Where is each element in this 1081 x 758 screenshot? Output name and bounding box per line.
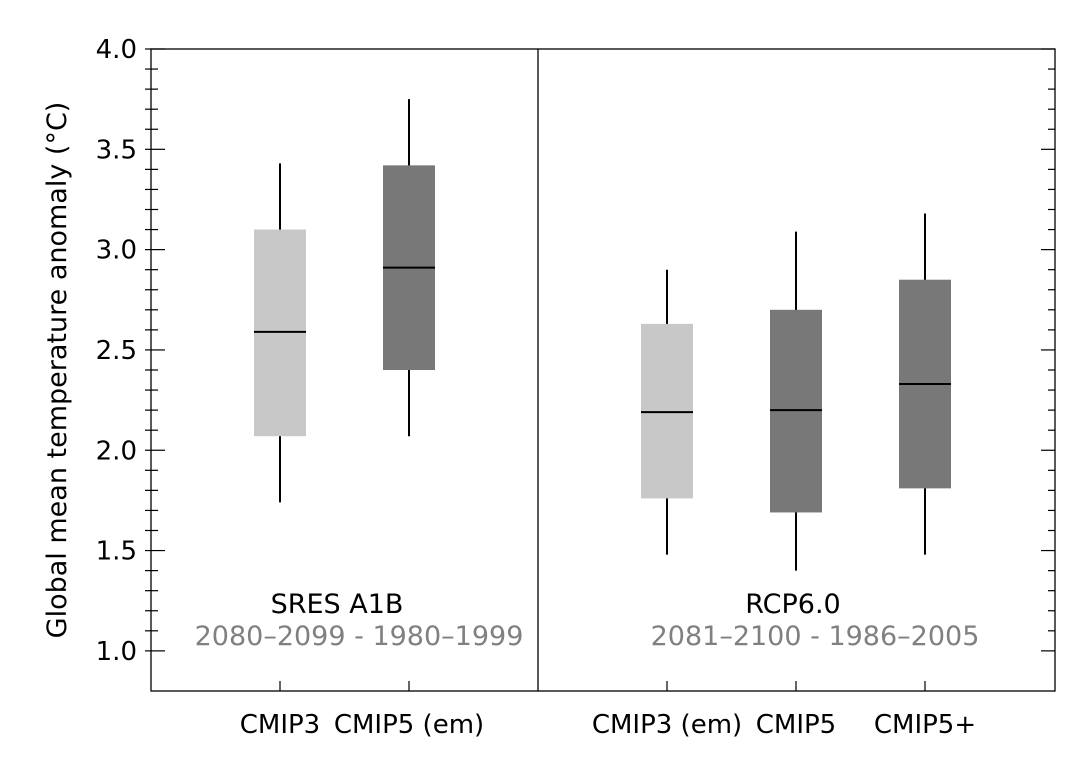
label-layer: Global mean temperature anomaly (°C) 1.0… bbox=[42, 35, 979, 740]
y-tick-label: 3.5 bbox=[96, 135, 137, 165]
y-axis-label: Global mean temperature anomaly (°C) bbox=[42, 102, 73, 639]
tick-layer bbox=[145, 48, 1055, 691]
x-category-label: CMIP5 bbox=[756, 710, 836, 740]
box-iqr bbox=[641, 323, 693, 499]
box-iqr bbox=[770, 309, 822, 513]
period-label: 2081–2100 - 1986–2005 bbox=[651, 621, 980, 652]
y-tick-label: 3.0 bbox=[96, 236, 137, 266]
y-tick-label: 1.0 bbox=[96, 637, 137, 667]
plot-frame bbox=[150, 48, 1056, 692]
x-category-label: CMIP3 (em) bbox=[592, 710, 742, 740]
x-category-label: CMIP3 bbox=[240, 710, 320, 740]
x-category-label: CMIP5+ bbox=[874, 710, 976, 740]
y-tick-label: 4.0 bbox=[96, 35, 137, 65]
y-tick-label: 2.0 bbox=[96, 436, 137, 466]
x-category-label: CMIP5 (em) bbox=[334, 710, 484, 740]
scenario-label: SRES A1B bbox=[271, 589, 404, 620]
y-tick-label: 1.5 bbox=[96, 537, 137, 567]
period-label: 2080–2099 - 1980–1999 bbox=[195, 621, 524, 652]
y-tick-label: 2.5 bbox=[96, 336, 137, 366]
box-iqr bbox=[254, 229, 306, 437]
box-layer bbox=[254, 99, 951, 571]
scenario-label: RCP6.0 bbox=[745, 589, 841, 620]
